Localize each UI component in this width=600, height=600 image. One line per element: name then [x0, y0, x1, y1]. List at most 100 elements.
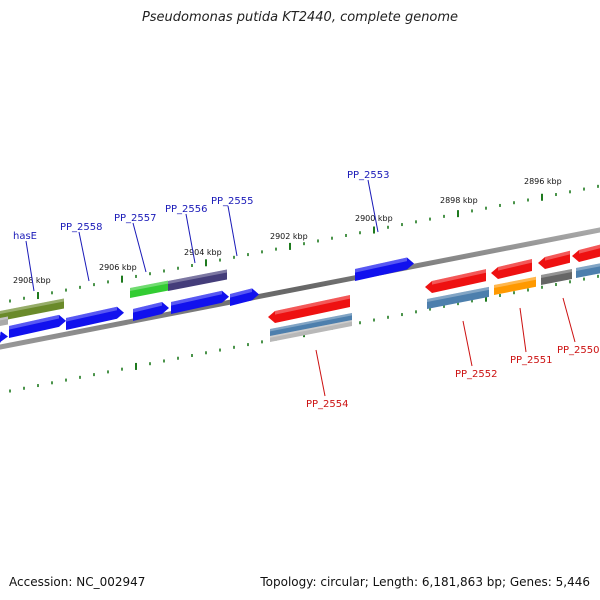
feature-pp2550-band-shine — [541, 268, 572, 278]
accession-text: Accession: NC_002947 — [9, 575, 146, 589]
feature-forward-pp2553-shine — [355, 257, 407, 273]
feature-forward-hasE-shine — [9, 314, 59, 330]
feature-pp2554-grey-shine — [270, 320, 352, 338]
leader-pp2553 — [367, 179, 379, 233]
gene-label-pp2551: PP_2551 — [510, 355, 553, 366]
feature-forward-pp2556 — [171, 290, 229, 314]
feature-reverse-pp2552-body — [425, 269, 486, 293]
feature-pp2552-band-body — [427, 286, 489, 309]
feature-forward-pp2553 — [355, 257, 414, 281]
leader-hasE — [25, 240, 35, 292]
feature-pp2554-grey-body — [270, 320, 352, 342]
feature-grey-left-shine — [0, 316, 8, 321]
feature-pp2556-upper-shine — [168, 269, 227, 284]
leader-pp2552 — [462, 320, 473, 367]
leader-pp2550 — [562, 297, 576, 343]
map-title: Pseudomonas putida KT2440, complete geno… — [141, 10, 459, 25]
feature-pp2550-band — [541, 268, 572, 285]
feature-pp2551-band-body — [494, 276, 536, 295]
scale-label-2896: 2896 kbp — [524, 177, 562, 186]
feature-pp2551-band — [494, 276, 536, 295]
feature-pp2551-band-shine — [494, 276, 536, 288]
feature-edge-band-shine — [576, 263, 600, 271]
feature-hasE-upper-body — [0, 298, 64, 321]
feature-reverse-pp2551-shine — [498, 259, 532, 271]
feature-pp2550-band-body — [541, 268, 572, 285]
feature-forward-pp2555 — [230, 288, 259, 306]
feature-reverse-pp2554 — [268, 295, 350, 323]
gene-label-pp2557: PP_2557 — [114, 213, 157, 224]
feature-hasE-upper — [0, 298, 64, 321]
feature-reverse-edge-body — [572, 244, 600, 262]
genome-summary-text: Topology: circular; Length: 6,181,863 bp… — [260, 575, 590, 589]
feature-grey-left-body — [0, 316, 8, 327]
leader-pp2555 — [227, 205, 238, 257]
feature-pp2556-upper-body — [168, 269, 227, 291]
gene-label-pp2558: PP_2558 — [60, 222, 103, 233]
gene-label-pp2553: PP_2553 — [347, 170, 390, 181]
feature-forward-pp2555-body — [230, 288, 259, 306]
leader-pp2551 — [519, 307, 527, 353]
feature-reverse-pp2550-body — [538, 250, 570, 269]
feature-reverse-pp2552 — [425, 269, 486, 293]
label-leader-lines — [25, 179, 576, 397]
feature-forward-pp2556-body — [171, 290, 229, 314]
feature-edge-band — [576, 263, 600, 278]
leader-pp2557 — [132, 222, 147, 273]
feature-pp2557-upper-shine — [130, 280, 168, 291]
feature-reverse-pp2550 — [538, 250, 570, 269]
feature-pp2554-band-shine — [270, 313, 352, 332]
feature-forward-pp2555-shine — [230, 288, 252, 298]
feature-reverse-pp2551 — [491, 259, 532, 279]
feature-reverse-pp2552-shine — [432, 269, 486, 285]
scale-label-2902: 2902 kbp — [270, 232, 308, 241]
feature-forward-pp2553-body — [355, 257, 414, 281]
feature-reverse-edge-shine — [579, 244, 600, 254]
feature-pp2556-upper — [168, 269, 227, 291]
scale-label-2906: 2906 kbp — [99, 263, 137, 272]
feature-pp2552-band-shine — [427, 286, 489, 302]
feature-reverse-pp2551-body — [491, 259, 532, 279]
feature-hasE-upper-shine — [0, 298, 64, 314]
feature-forward-pp2556-shine — [171, 290, 222, 306]
gene-label-pp2552: PP_2552 — [455, 369, 498, 380]
feature-edge-band-body — [576, 263, 600, 278]
leader-pp2556 — [185, 213, 196, 264]
leader-pp2554 — [315, 349, 326, 397]
lower-scale-ticks — [9, 274, 599, 393]
feature-forward-pp2557 — [133, 301, 169, 321]
gene-label-pp2550: PP_2550 — [557, 345, 600, 356]
feature-reverse-pp2554-body — [268, 295, 350, 323]
feature-forward-0-body — [0, 331, 8, 343]
feature-forward-hasE-body — [9, 314, 66, 338]
feature-forward-pp2557-body — [133, 301, 169, 321]
feature-reverse-pp2550-shine — [545, 250, 570, 261]
scale-label-2904: 2904 kbp — [184, 248, 222, 257]
scale-label-2900: 2900 kbp — [355, 214, 393, 223]
feature-pp2554-band — [270, 313, 352, 337]
feature-forward-0-shine — [0, 331, 1, 336]
genome-backbone — [0, 227, 600, 350]
upper-scale-ticks — [9, 184, 599, 303]
gene-features — [0, 244, 600, 343]
leader-pp2558 — [78, 231, 90, 282]
feature-forward-0 — [0, 331, 8, 343]
feature-reverse-pp2554-shine — [275, 295, 350, 315]
feature-pp2552-band — [427, 286, 489, 309]
gene-label-pp2556: PP_2556 — [165, 204, 208, 215]
feature-pp2554-band-body — [270, 313, 352, 337]
feature-pp2557-upper-body — [130, 280, 168, 298]
feature-forward-pp2558 — [66, 306, 124, 330]
gene-label-pp2555: PP_2555 — [211, 196, 254, 207]
feature-pp2557-upper — [130, 280, 168, 298]
feature-forward-hasE — [9, 314, 66, 338]
feature-forward-pp2557-shine — [133, 301, 162, 313]
feature-pp2554-grey — [270, 320, 352, 342]
feature-reverse-edge — [572, 244, 600, 262]
feature-forward-pp2558-shine — [66, 306, 117, 322]
feature-forward-pp2558-body — [66, 306, 124, 330]
gene-label-hasE: hasE — [13, 231, 37, 242]
scale-label-2898: 2898 kbp — [440, 196, 478, 205]
